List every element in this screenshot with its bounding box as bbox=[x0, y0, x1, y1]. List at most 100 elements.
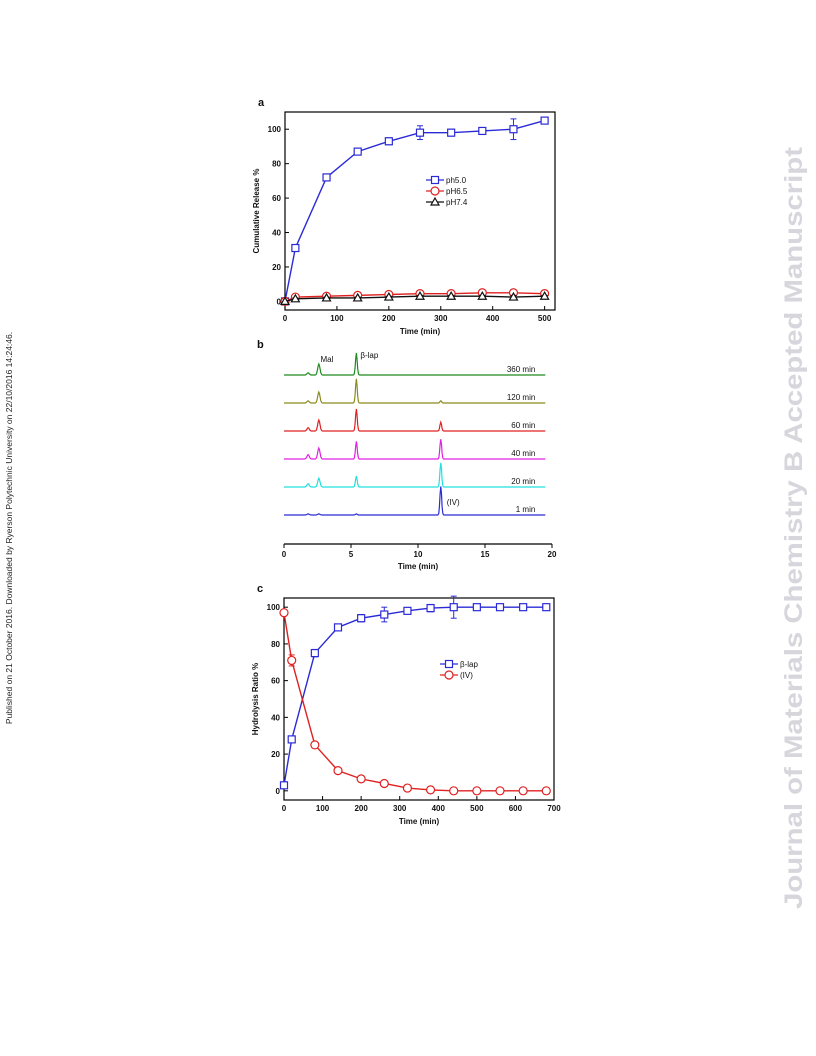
y-tick-label: 100 bbox=[268, 125, 282, 134]
legend-label: pH7.4 bbox=[446, 198, 468, 207]
chromatogram-trace bbox=[284, 408, 546, 432]
x-tick-label: 300 bbox=[393, 804, 407, 813]
data-point bbox=[353, 147, 362, 156]
y-tick-label: 0 bbox=[276, 787, 281, 796]
legend-label: β-lap bbox=[460, 660, 478, 669]
x-tick-label: 0 bbox=[282, 804, 287, 813]
trace-label: 1 min bbox=[516, 505, 536, 514]
series bbox=[279, 595, 551, 790]
panel-letter: b bbox=[257, 339, 264, 351]
data-point bbox=[426, 603, 435, 613]
data-point bbox=[472, 786, 482, 796]
data-point bbox=[352, 292, 363, 302]
y-tick-label: 80 bbox=[272, 160, 281, 169]
legend-marker bbox=[444, 659, 454, 669]
trace-label: 120 min bbox=[507, 393, 535, 402]
series bbox=[279, 291, 550, 305]
chromatogram-trace bbox=[284, 439, 546, 460]
x-tick-label: 10 bbox=[414, 550, 423, 559]
data-point bbox=[279, 296, 291, 305]
data-point bbox=[287, 655, 297, 666]
plot-frame bbox=[283, 597, 555, 801]
x-axis-label: Time (min) bbox=[398, 562, 439, 571]
data-point bbox=[356, 774, 366, 784]
y-tick-label: 80 bbox=[271, 640, 280, 649]
data-point bbox=[495, 603, 505, 612]
y-tick-label: 20 bbox=[272, 263, 281, 272]
x-tick-label: 600 bbox=[509, 804, 523, 813]
legend-label: pH6.5 bbox=[446, 187, 468, 196]
data-point bbox=[291, 243, 300, 253]
data-point bbox=[446, 291, 457, 300]
watermark-text: Journal of Materials Chemistry B Accepte… bbox=[780, 146, 808, 909]
legend-marker bbox=[429, 196, 441, 206]
data-point bbox=[478, 126, 487, 136]
x-tick-label: 100 bbox=[316, 804, 330, 813]
y-tick-label: 60 bbox=[271, 677, 280, 686]
data-point bbox=[380, 610, 389, 619]
data-point bbox=[415, 128, 425, 137]
data-point bbox=[290, 293, 301, 303]
data-point bbox=[414, 291, 426, 300]
peak-label-iv: (IV) bbox=[447, 498, 460, 507]
x-tick-label: 20 bbox=[548, 550, 557, 559]
data-point bbox=[519, 603, 528, 612]
series-line bbox=[284, 295, 545, 303]
x-tick-label: 0 bbox=[283, 314, 288, 323]
y-axis-label: Hydrolysis Ratio % bbox=[251, 663, 260, 735]
journal-watermark: Journal of Materials Chemistry B Accepte… bbox=[780, 146, 808, 909]
x-tick-label: 400 bbox=[486, 314, 500, 323]
trace-label: 60 min bbox=[511, 421, 535, 430]
panel-letter: c bbox=[257, 583, 263, 595]
legend-label: (IV) bbox=[460, 671, 473, 680]
data-point bbox=[508, 291, 519, 301]
data-point bbox=[541, 786, 551, 796]
data-point bbox=[322, 173, 331, 182]
publication-side-note: Published on 21 October 2016. Downloaded… bbox=[4, 332, 14, 724]
data-point bbox=[509, 125, 518, 134]
x-axis-label: Time (min) bbox=[399, 817, 440, 826]
data-point bbox=[310, 740, 320, 750]
data-point bbox=[379, 778, 389, 789]
x-tick-label: 400 bbox=[432, 804, 446, 813]
panel-b: b 0 5 10 15 20 Time (min) 360 min 120 min 60 min 4… bbox=[257, 339, 557, 571]
y-tick-label: 100 bbox=[267, 603, 281, 612]
legend-label: ph5.0 bbox=[446, 176, 467, 185]
y-tick-label: 40 bbox=[271, 713, 280, 722]
data-point bbox=[495, 786, 505, 796]
x-tick-label: 300 bbox=[434, 314, 448, 323]
data-point bbox=[384, 137, 393, 146]
legend-marker bbox=[430, 186, 440, 196]
data-point bbox=[539, 291, 550, 300]
x-tick-label: 200 bbox=[354, 804, 368, 813]
series-line bbox=[283, 612, 547, 792]
x-tick-label: 700 bbox=[547, 804, 561, 813]
series bbox=[280, 116, 549, 306]
y-tick-label: 0 bbox=[277, 297, 282, 306]
data-point bbox=[477, 291, 488, 300]
series-line bbox=[284, 119, 545, 302]
data-point bbox=[449, 603, 458, 612]
x-tick-label: 500 bbox=[538, 314, 552, 323]
y-tick-label: 40 bbox=[272, 229, 281, 238]
series-line bbox=[284, 292, 545, 303]
panel-letter: a bbox=[258, 97, 265, 109]
data-point bbox=[402, 783, 413, 793]
chromatogram-trace bbox=[284, 378, 546, 404]
data-point bbox=[321, 292, 332, 302]
data-point bbox=[542, 603, 551, 612]
trace-label: 20 min bbox=[511, 477, 535, 486]
y-axis-label: Cumulative Release % bbox=[252, 169, 261, 254]
x-tick-label: 15 bbox=[481, 550, 490, 559]
x-tick-label: 5 bbox=[349, 550, 354, 559]
panel-a: a 0 100 200 300 400 500 0 20 40 60 80 100 Time (min) C… bbox=[252, 97, 556, 336]
peak-label-mal: Mal bbox=[321, 355, 334, 364]
data-point bbox=[333, 623, 343, 632]
trace-label: 40 min bbox=[511, 449, 535, 458]
x-tick-label: 100 bbox=[330, 314, 344, 323]
x-tick-label: 500 bbox=[470, 804, 484, 813]
trace-label: 360 min bbox=[507, 365, 535, 374]
legend-marker bbox=[444, 670, 454, 680]
legend-marker bbox=[430, 175, 440, 185]
